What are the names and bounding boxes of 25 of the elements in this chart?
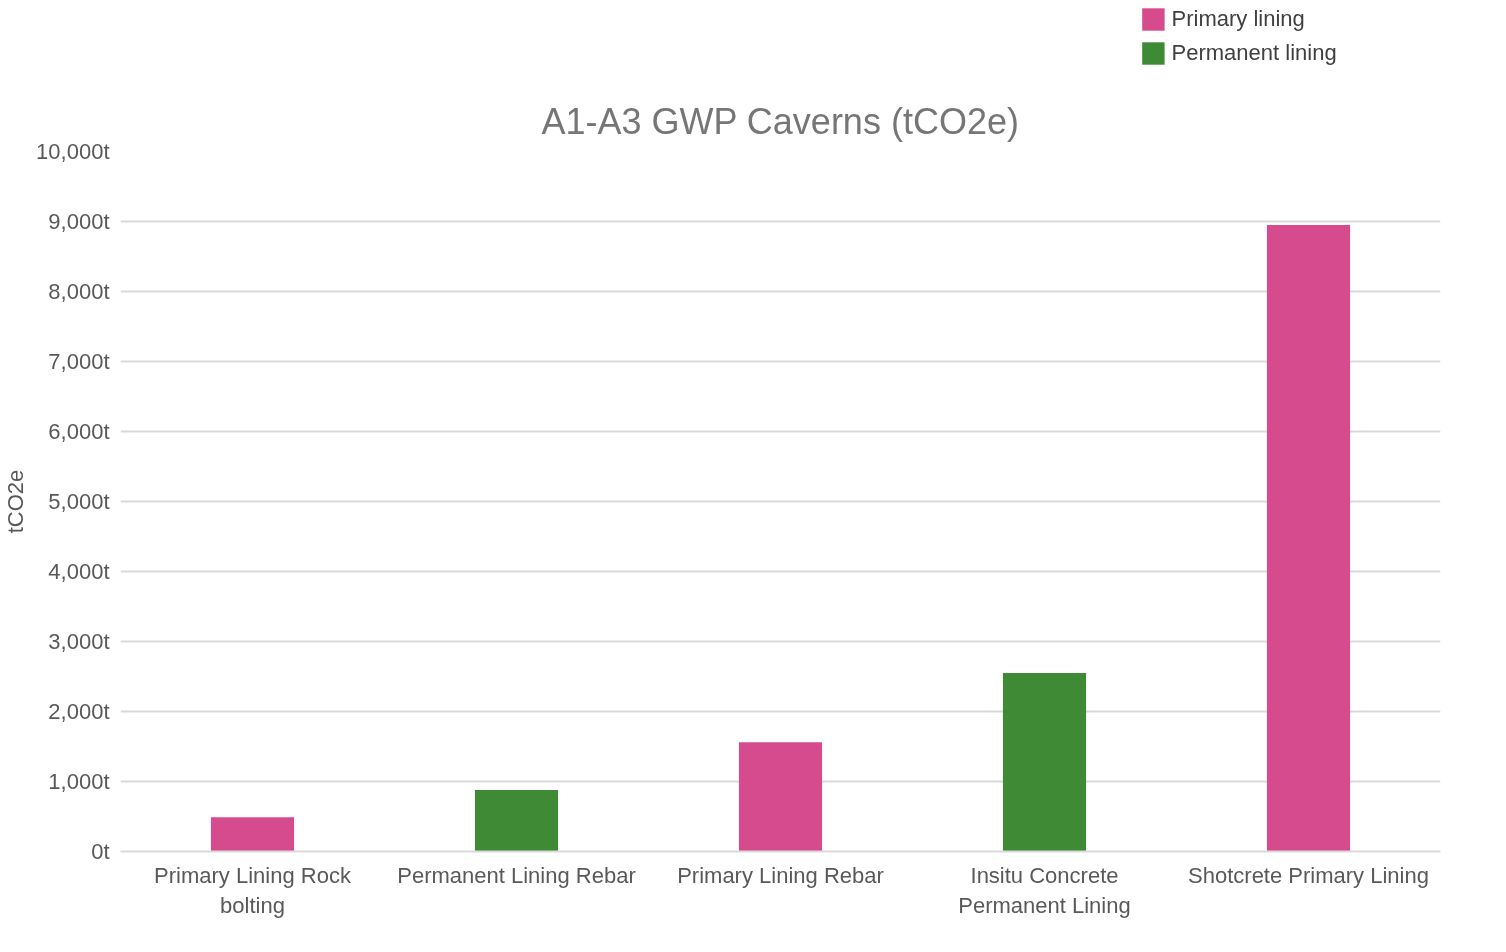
- bar: [738, 742, 823, 852]
- y-tick-label: 9,000t: [48, 209, 110, 234]
- legend-label: Permanent lining: [1171, 40, 1337, 66]
- y-tick-label: 6,000t: [48, 419, 110, 444]
- y-tick-label: 3,000t: [48, 629, 110, 654]
- x-tick-label: Permanent Lining Rebar: [397, 862, 636, 888]
- x-tick-label: Primary Lining Rock bolting: [154, 862, 352, 918]
- y-tick-label: 10,000t: [36, 139, 110, 164]
- bar: [1002, 673, 1087, 852]
- bar: [474, 789, 559, 852]
- y-tick-label: 2,000t: [48, 699, 110, 724]
- y-tick-label: 7,000t: [48, 349, 110, 374]
- bar: [1266, 225, 1351, 852]
- legend-label: Primary lining: [1171, 6, 1305, 32]
- y-axis-title: tCO2e: [3, 469, 29, 534]
- x-tick-label: Primary Lining Rebar: [677, 862, 884, 888]
- y-tick-label: 8,000t: [48, 279, 110, 304]
- y-tick-label: 4,000t: [48, 559, 110, 584]
- bar: [210, 817, 295, 852]
- y-tick-label: 1,000t: [48, 769, 110, 794]
- x-tick-label: Insitu Concrete Permanent Lining: [958, 862, 1131, 918]
- x-tick-label: Shotcrete Primary Lining: [1188, 862, 1429, 888]
- y-tick-label: 5,000t: [48, 489, 110, 514]
- y-tick-label: 0t: [91, 839, 110, 864]
- chart-title: A1-A3 GWP Caverns (tCO2e): [541, 100, 1019, 142]
